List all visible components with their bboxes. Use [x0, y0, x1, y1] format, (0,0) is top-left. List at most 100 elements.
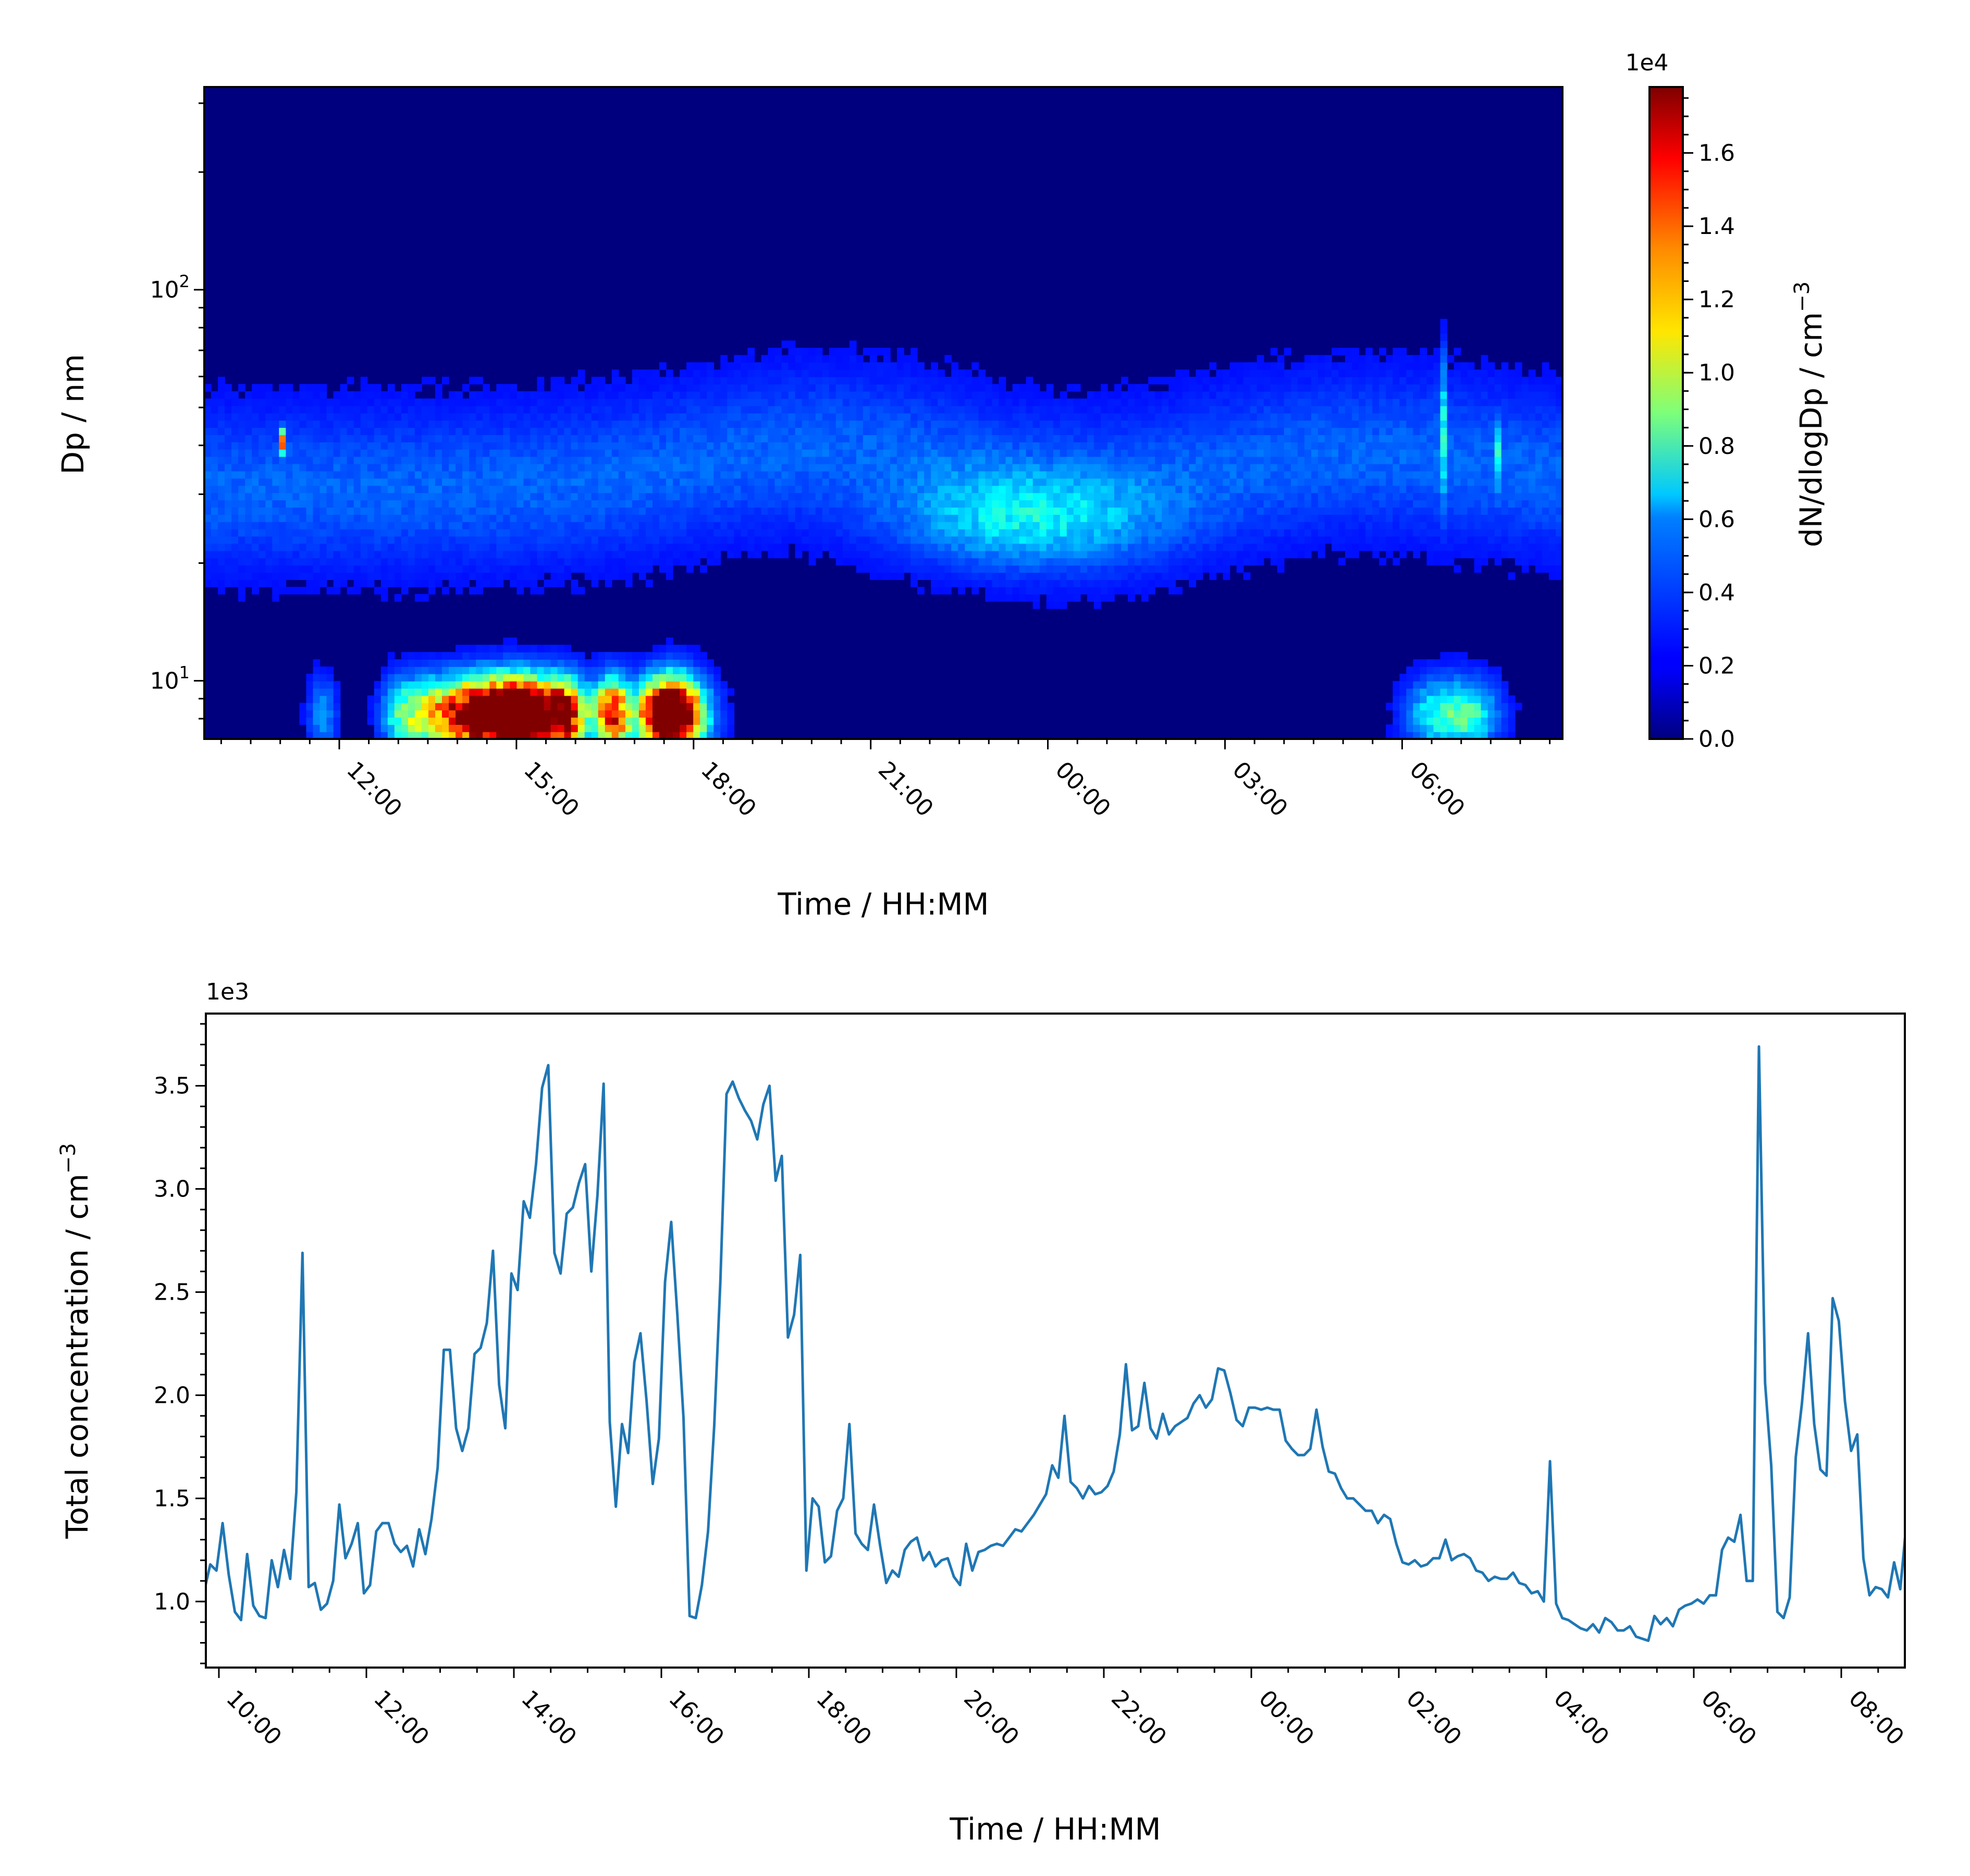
heatmap-cell	[510, 528, 518, 537]
heatmap-cell	[428, 492, 436, 501]
heatmap-cell	[1196, 413, 1203, 421]
heatmap-cell	[598, 522, 606, 529]
heatmap-cell	[455, 645, 463, 652]
heatmap-cell	[523, 565, 531, 573]
heatmap-cell	[272, 427, 280, 435]
heatmap-cell	[489, 492, 497, 501]
heatmap-cell	[428, 377, 436, 385]
heatmap-cell	[815, 377, 823, 385]
heatmap-cell	[849, 340, 857, 349]
heatmap-cell	[367, 528, 375, 537]
heatmap-cell	[1046, 550, 1054, 559]
heatmap-cell	[353, 405, 361, 414]
heatmap-cell	[1012, 413, 1020, 421]
heatmap-cell	[734, 478, 742, 486]
heatmap-cell	[462, 514, 470, 522]
heatmap-cell	[768, 405, 775, 414]
heatmap-cell	[638, 507, 646, 515]
heatmap-cell	[231, 543, 239, 551]
heatmap-cell	[1032, 449, 1040, 457]
heatmap-cell	[510, 456, 518, 464]
heatmap-cell	[713, 695, 721, 704]
heatmap-cell	[781, 420, 789, 428]
heatmap-cell	[476, 507, 483, 515]
heatmap-cell	[1216, 507, 1224, 515]
heatmap-cell	[299, 485, 307, 493]
heatmap-cell	[1060, 543, 1067, 551]
heatmap-cell	[680, 427, 687, 435]
heatmap-cell	[591, 485, 599, 493]
heatmap-cell	[659, 565, 667, 573]
heatmap-cell	[591, 398, 599, 406]
heatmap-cell	[985, 565, 993, 573]
heatmap-cell	[258, 405, 266, 414]
heatmap-cell	[659, 413, 667, 421]
heatmap-cell	[476, 478, 483, 486]
heatmap-cell	[632, 732, 639, 739]
heatmap-cell	[258, 384, 266, 392]
heatmap-cell	[394, 558, 402, 566]
heatmap-cell	[917, 420, 925, 428]
heatmap-cell	[1148, 471, 1155, 479]
heatmap-cell	[218, 587, 225, 595]
heatmap-cell	[1114, 558, 1122, 566]
heatmap-cell	[877, 558, 884, 566]
heatmap-cell	[951, 405, 959, 414]
heatmap-cell	[645, 369, 653, 377]
heatmap-cell	[1216, 522, 1224, 529]
heatmap-cell	[455, 702, 463, 711]
heatmap-cell	[1202, 514, 1210, 522]
heatmap-cell	[1093, 507, 1101, 515]
heatmap-cell	[849, 550, 857, 559]
heatmap-cell	[1196, 377, 1203, 385]
heatmap-cell	[510, 667, 518, 674]
heatmap-cell	[910, 420, 918, 428]
heatmap-cell	[313, 717, 321, 725]
heatmap-cell	[591, 405, 599, 414]
heatmap-cell	[272, 435, 280, 442]
heatmap-cell	[557, 645, 565, 652]
heatmap-cell	[659, 717, 667, 725]
heatmap-cell	[720, 536, 728, 544]
heatmap-cell	[428, 536, 436, 544]
heatmap-cell	[720, 695, 728, 704]
heatmap-cell	[605, 688, 612, 696]
heatmap-cell	[1073, 485, 1081, 493]
heatmap-cell	[1060, 427, 1067, 435]
heatmap-cell	[469, 405, 476, 414]
heatmap-cell	[727, 449, 735, 457]
heatmap-cell	[503, 449, 511, 457]
heatmap-cell	[550, 442, 558, 450]
heatmap-cell	[774, 369, 782, 377]
heatmap-cell	[625, 724, 633, 732]
heatmap-cell	[1093, 550, 1101, 559]
heatmap-cell	[557, 528, 565, 537]
heatmap-cell	[503, 514, 511, 522]
heatmap-cell	[387, 471, 395, 479]
heatmap-cell	[252, 405, 259, 414]
heatmap-cell	[333, 413, 341, 421]
heatmap-cell	[686, 456, 694, 464]
heatmap-cell	[992, 405, 1000, 414]
heatmap-cell	[1135, 471, 1142, 479]
heatmap-cell	[394, 391, 402, 399]
heatmap-cell	[632, 514, 639, 522]
heatmap-cell	[958, 413, 966, 421]
heatmap-cell	[999, 579, 1006, 587]
heatmap-cell	[313, 456, 321, 464]
heatmap-cell	[890, 413, 897, 421]
heatmap-cell	[842, 471, 850, 479]
heatmap-cell	[835, 514, 843, 522]
heatmap-cell	[1039, 398, 1047, 406]
heatmap-cell	[571, 463, 578, 472]
heatmap-cell	[869, 377, 877, 385]
heatmap-cell	[1093, 456, 1101, 464]
heatmap-cell	[774, 391, 782, 399]
heatmap-cell	[394, 695, 402, 704]
heatmap-cell	[516, 558, 524, 566]
heatmap-cell	[360, 558, 368, 566]
heatmap-cell	[523, 558, 531, 566]
heatmap-cell	[340, 413, 348, 421]
heatmap-cell	[625, 405, 633, 414]
heatmap-cell	[815, 543, 823, 551]
